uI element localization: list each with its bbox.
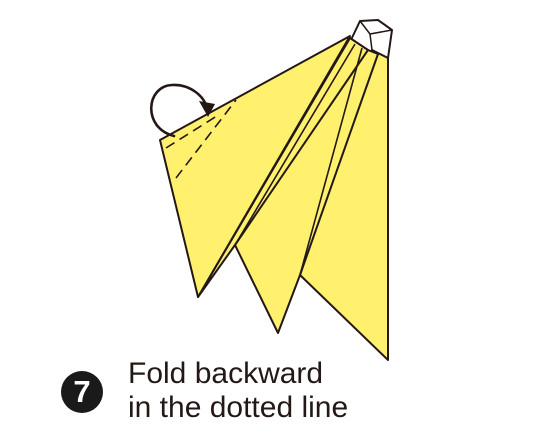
instruction-line-2: in the dotted line <box>128 391 349 424</box>
crease-line-2 <box>234 43 356 246</box>
crease-line-1 <box>299 47 363 276</box>
dotted-fold-line-outer <box>175 99 237 179</box>
step-number-badge: 7 <box>61 371 103 413</box>
paper-panel-left <box>159 35 351 298</box>
instruction-line-1: Fold backward <box>128 357 324 390</box>
dotted-fold-line-inner <box>165 113 221 149</box>
instruction-text: Fold backward in the dotted line <box>128 357 348 425</box>
curved-arrow-fold-backward-icon <box>150 83 215 138</box>
